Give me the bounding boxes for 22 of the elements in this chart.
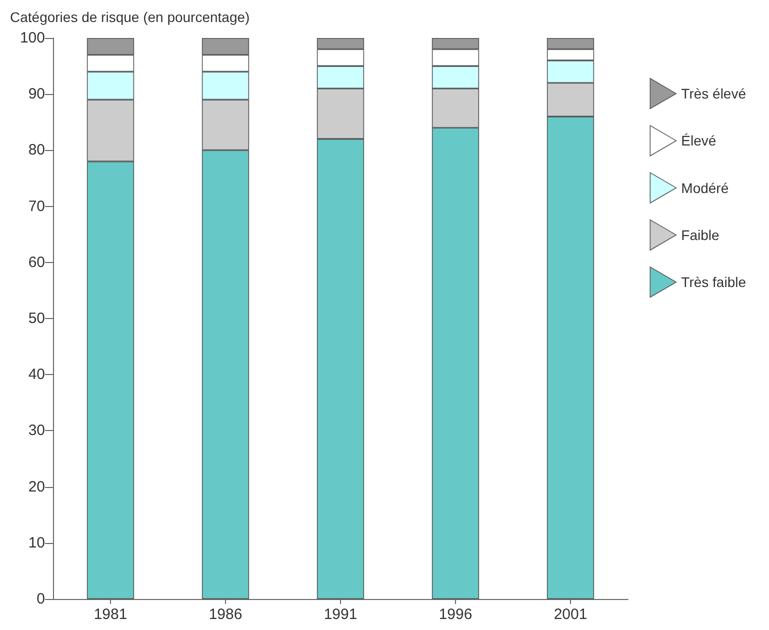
x-tick-label: 1981	[94, 606, 128, 623]
y-tick-label: 70	[28, 198, 45, 215]
x-tick-label: 1996	[438, 606, 472, 623]
y-tick-label: 20	[28, 478, 45, 496]
legend-label: Très faible	[681, 274, 746, 290]
y-tick-label: 80	[28, 142, 45, 159]
y-tick-label: 90	[28, 86, 45, 103]
y-axis-title: Catégories de risque (en pourcentage)	[10, 9, 250, 25]
y-tick-label: 30	[28, 422, 45, 440]
x-tick-label: 1986	[208, 606, 242, 623]
y-tick-label: 50	[28, 310, 45, 327]
x-tick-label: 1991	[324, 606, 358, 623]
legend-label: Très élevé	[681, 86, 746, 102]
y-tick-label: 40	[28, 366, 45, 384]
legend-label: Faible	[681, 226, 720, 243]
y-tick-label: 60	[28, 254, 45, 271]
legend-label: Modéré	[681, 180, 729, 196]
y-tick-label: 100	[20, 30, 45, 46]
y-tick-label: 0	[36, 590, 45, 608]
y-tick-label: 10	[28, 534, 45, 552]
x-tick-label: 2001	[554, 606, 588, 623]
legend-label: Élevé	[681, 132, 716, 149]
